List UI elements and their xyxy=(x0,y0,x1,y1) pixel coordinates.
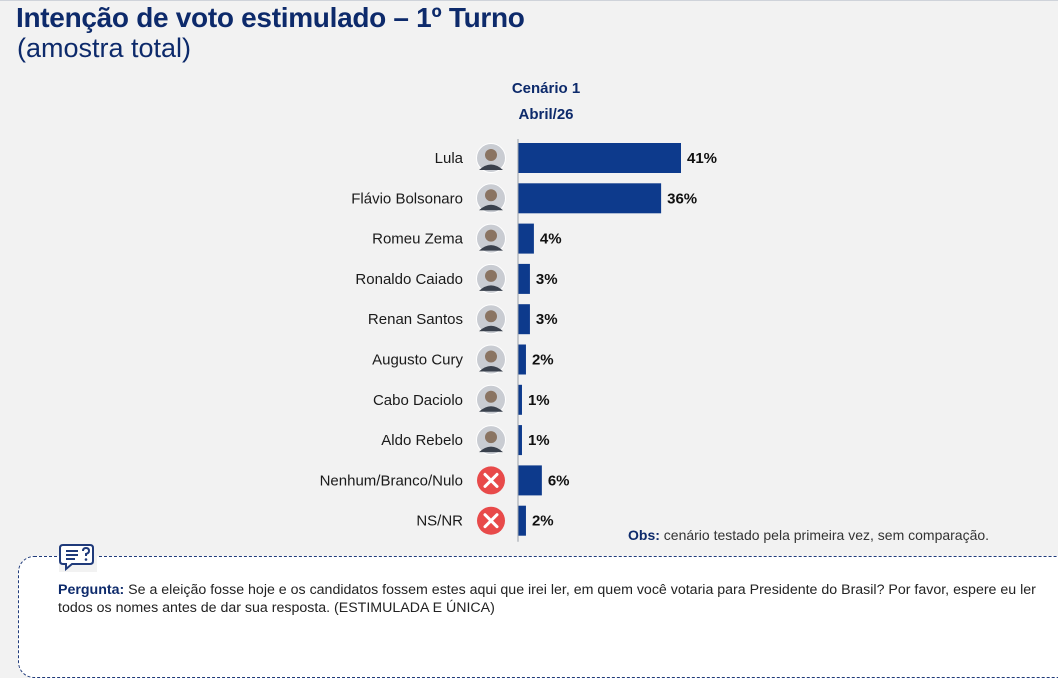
bar xyxy=(518,223,534,254)
value-label: 2% xyxy=(532,352,554,369)
value-label: 1% xyxy=(528,392,550,409)
candidate-photo-icon xyxy=(476,183,506,214)
candidate-photo-icon xyxy=(476,143,506,173)
value-label: 4% xyxy=(540,231,562,248)
observation-note: Obs: cenário testado pela primeira vez, … xyxy=(628,527,989,543)
bar xyxy=(518,304,530,335)
bar xyxy=(518,183,662,214)
question-chat-icon xyxy=(59,542,97,572)
value-label: 3% xyxy=(536,311,558,328)
obs-text: cenário testado pela primeira vez, sem c… xyxy=(659,527,990,543)
value-label: 36% xyxy=(667,190,697,207)
category-label: Lula xyxy=(435,150,464,167)
category-label: NS/NR xyxy=(416,513,463,530)
category-label: Flávio Bolsonaro xyxy=(351,190,463,207)
page-title: Intenção de voto estimulado – 1º Turno xyxy=(16,2,525,33)
bar xyxy=(518,465,542,496)
bar xyxy=(518,384,522,415)
category-label: Nenhum/Branco/Nulo xyxy=(320,472,463,489)
question-box xyxy=(18,556,1058,678)
category-label: Augusto Cury xyxy=(372,352,463,369)
top-divider xyxy=(0,0,1058,1)
x-circle-icon xyxy=(477,466,505,495)
candidate-photo-icon xyxy=(476,384,506,415)
category-label: Romeu Zema xyxy=(372,231,464,248)
x-circle-icon xyxy=(477,506,505,535)
category-label: Cabo Daciolo xyxy=(373,392,463,409)
question-text: Pergunta: Se a eleição fosse hoje e os c… xyxy=(58,581,1043,617)
bar xyxy=(518,425,522,456)
value-label: 1% xyxy=(528,432,550,449)
candidate-photo-icon xyxy=(476,223,506,254)
bar xyxy=(518,263,530,294)
scenario-name: Cenário 1 xyxy=(511,80,581,97)
bar-chart: Lula 41% Flávio Bolsonaro 36% Romeu Zema 4% Ro… xyxy=(320,139,717,542)
scenario-date: Abril/26 xyxy=(518,106,574,123)
page-subtitle: (amostra total) xyxy=(17,33,192,63)
question-label: Pergunta: xyxy=(58,582,125,598)
value-label: 41% xyxy=(687,150,717,167)
category-label: Aldo Rebelo xyxy=(381,432,463,449)
value-label: 2% xyxy=(532,513,554,530)
bar xyxy=(518,143,681,173)
value-label: 6% xyxy=(548,472,570,489)
candidate-photo-icon xyxy=(476,425,506,456)
obs-label: Obs: xyxy=(628,527,660,543)
bar xyxy=(518,505,526,536)
candidate-photo-icon xyxy=(476,263,506,294)
question-body: Se a eleição fosse hoje e os candidatos … xyxy=(58,582,1036,616)
candidate-photo-icon xyxy=(476,344,506,375)
value-label: 3% xyxy=(536,271,558,288)
category-label: Renan Santos xyxy=(368,311,463,328)
category-label: Ronaldo Caiado xyxy=(355,271,463,288)
candidate-photo-icon xyxy=(476,304,506,335)
bar xyxy=(518,344,526,375)
